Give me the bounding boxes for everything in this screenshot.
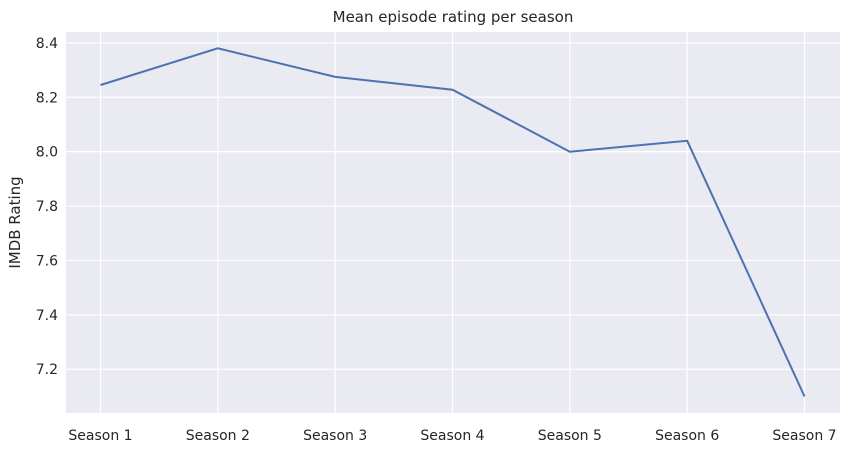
y-tick-label: 8.4 <box>36 36 58 52</box>
x-tick-label: Season 1 <box>68 428 132 444</box>
chart-title: Mean episode rating per season <box>333 8 574 26</box>
x-tick-label: Season 2 <box>186 428 250 444</box>
tick-labels: 7.2 7.4 7.6 7.8 8.0 8.2 8.4 Season 1 Season 2 Sea… <box>36 36 837 444</box>
x-tick-label: Season 4 <box>420 428 484 444</box>
series-line <box>100 47 806 397</box>
x-tick-label: Season 3 <box>303 428 367 444</box>
x-tick-label: Season 7 <box>772 428 836 444</box>
y-tick-label: 7.2 <box>36 362 58 378</box>
x-tick-label: Season 6 <box>655 428 719 444</box>
y-tick-label: 7.6 <box>36 253 58 269</box>
y-tick-label: 7.8 <box>36 199 58 215</box>
y-tick-label: 8.0 <box>36 145 58 161</box>
y-tick-label: 7.4 <box>36 308 58 324</box>
y-tick-label: 8.2 <box>36 90 58 106</box>
y-axis-label: IMDB Rating <box>6 176 24 268</box>
grid <box>66 32 840 413</box>
x-tick-label: Season 5 <box>538 428 602 444</box>
